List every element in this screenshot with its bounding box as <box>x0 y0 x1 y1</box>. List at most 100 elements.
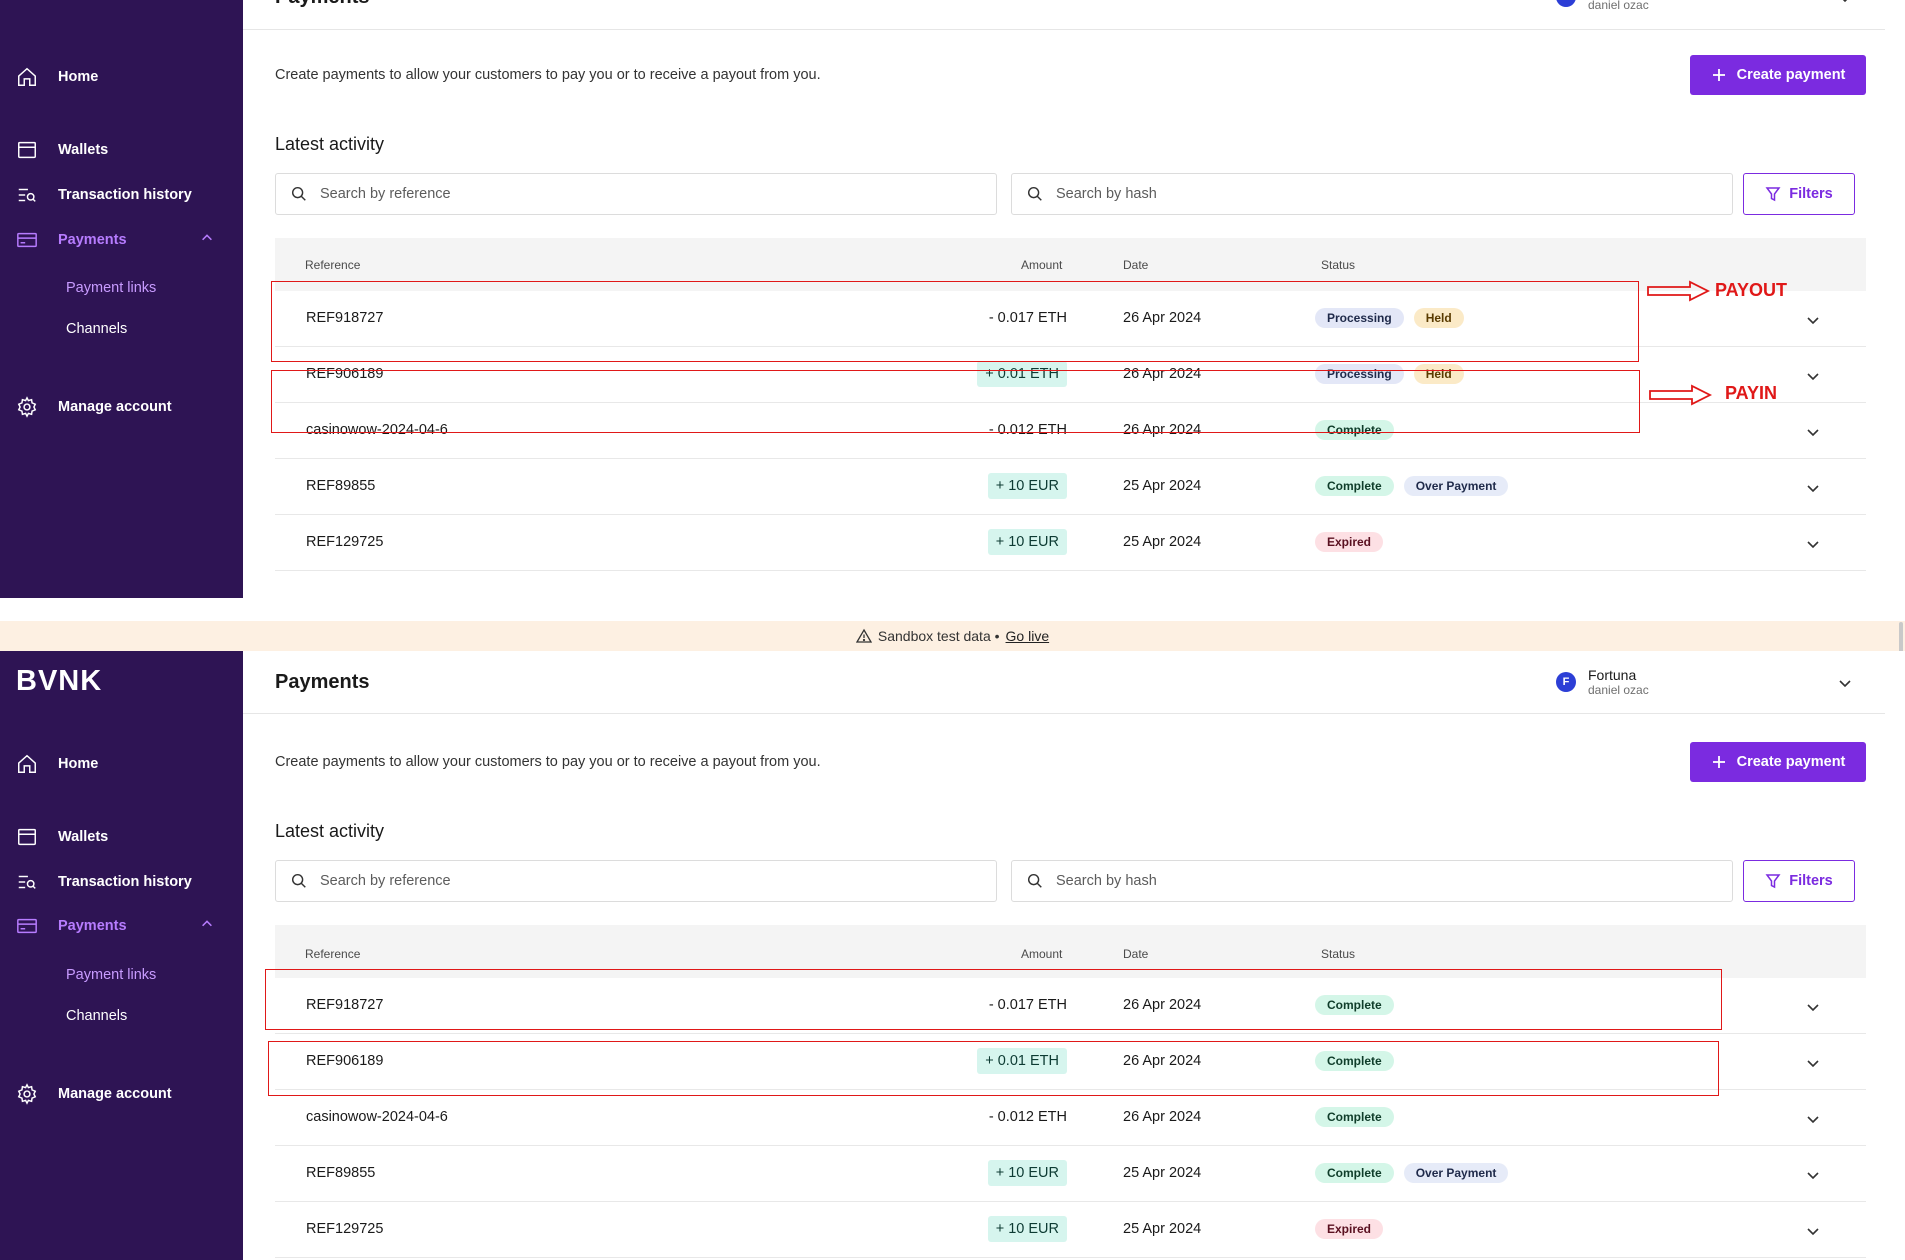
row-statuses: Complete <box>1315 420 1394 440</box>
chevron-down-icon[interactable] <box>1805 1055 1821 1071</box>
sidebar-subitem-channels[interactable]: Channels <box>66 321 128 337</box>
search-reference-placeholder: Search by reference <box>320 873 451 889</box>
go-live-link[interactable]: Go live <box>1005 628 1050 644</box>
table-row[interactable]: REF918727 - 0.017 ETH 26 Apr 2024 Processin… <box>275 291 1866 347</box>
chevron-down-icon[interactable] <box>1805 999 1821 1015</box>
table-row[interactable]: casinowow-2024-04-6 - 0.012 ETH 26 Apr 202… <box>275 403 1866 459</box>
sidebar-item-label: Wallets <box>58 829 109 845</box>
row-reference: REF918727 <box>306 310 384 326</box>
chevron-down-icon[interactable] <box>1805 536 1821 552</box>
sidebar-item-label: Manage account <box>58 1086 172 1102</box>
row-date: 25 Apr 2024 <box>1123 1165 1202 1181</box>
warning-icon <box>855 628 872 643</box>
table-row[interactable]: REF906189 + 0.01 ETH 26 Apr 2024 Complete <box>275 1034 1866 1090</box>
gear-icon <box>17 1083 37 1105</box>
row-reference: REF89855 <box>306 1165 376 1181</box>
sidebar-item-home[interactable]: Home <box>16 66 98 88</box>
chevron-down-icon[interactable] <box>1805 1167 1821 1183</box>
annotation-box-payin-complete <box>268 1041 1719 1096</box>
table-row[interactable]: REF89855 + 10 EUR 25 Apr 2024 Complete Over … <box>275 1146 1866 1202</box>
search-hash-placeholder: Search by hash <box>1056 873 1157 889</box>
transaction-history-icon <box>18 188 36 202</box>
column-reference: Reference <box>305 258 361 272</box>
annotation-arrow-payin <box>1649 384 1712 406</box>
avatar: F <box>1556 672 1576 692</box>
table-row[interactable]: REF129725 + 10 EUR 25 Apr 2024 Expired <box>275 1202 1866 1258</box>
account-switcher[interactable]: F Fortuna daniel ozac <box>1556 0 1649 12</box>
table-row[interactable]: REF129725 + 10 EUR 25 Apr 2024 Expired <box>275 515 1866 571</box>
search-hash-placeholder: Search by hash <box>1056 186 1157 202</box>
sidebar-item-transaction-history[interactable]: Transaction history <box>16 871 192 893</box>
payments-panel-bottom: BVNK Home Wallets Transaction history Pa… <box>0 651 1905 1260</box>
sidebar-subitem-channels[interactable]: Channels <box>66 1008 128 1024</box>
create-payment-label: Create payment <box>1736 67 1846 83</box>
chevron-down-icon[interactable] <box>1805 312 1821 328</box>
column-amount: Amount <box>1021 258 1063 272</box>
sidebar-item-payments[interactable]: Payments <box>16 915 127 937</box>
account-switcher[interactable]: F Fortuna daniel ozac <box>1556 667 1649 697</box>
annotation-box-payout <box>271 281 1639 362</box>
gear-icon <box>17 396 37 418</box>
search-hash-input[interactable]: Search by hash <box>1011 860 1733 902</box>
row-date: 26 Apr 2024 <box>1123 310 1202 326</box>
chevron-down-icon[interactable] <box>1805 424 1821 440</box>
search-hash-input[interactable]: Search by hash <box>1011 173 1733 215</box>
create-payment-button[interactable]: Create payment <box>1690 742 1866 782</box>
column-date: Date <box>1123 947 1149 961</box>
status-badge: Over Payment <box>1403 1163 1509 1183</box>
status-badge: Processing <box>1315 308 1404 328</box>
transaction-history-icon <box>18 875 36 889</box>
sidebar-item-transaction-history[interactable]: Transaction history <box>16 184 192 206</box>
sidebar-subitem-payment-links[interactable]: Payment links <box>66 280 157 296</box>
sidebar-item-label: Home <box>58 69 99 85</box>
latest-activity-title: Latest activity <box>275 821 385 841</box>
row-date: 25 Apr 2024 <box>1123 534 1202 550</box>
annotation-arrow-payout <box>1647 280 1710 302</box>
row-amount: + 0.01 ETH <box>977 1048 1067 1074</box>
sidebar-subitem-payment-links[interactable]: Payment links <box>66 967 157 983</box>
sidebar-item-wallets[interactable]: Wallets <box>16 139 108 161</box>
chevron-up-icon[interactable] <box>200 917 214 931</box>
search-reference-placeholder: Search by reference <box>320 186 451 202</box>
sidebar-item-wallets[interactable]: Wallets <box>16 826 108 848</box>
sidebar-item-home[interactable]: Home <box>16 753 98 775</box>
row-statuses: Complete <box>1315 1051 1394 1071</box>
sidebar-item-payments[interactable]: Payments <box>16 229 127 251</box>
sidebar-item-manage-account[interactable]: Manage account <box>16 396 172 418</box>
row-amount: - 0.017 ETH <box>988 997 1067 1013</box>
row-date: 25 Apr 2024 <box>1123 1221 1202 1237</box>
sidebar-item-label: Transaction history <box>58 874 192 890</box>
sidebar: BVNK Home Wallets Transaction history Pa… <box>0 0 243 598</box>
search-reference-input[interactable]: Search by reference <box>275 860 997 902</box>
status-badge: Expired <box>1315 1219 1384 1239</box>
status-badge: Complete <box>1315 420 1394 440</box>
create-payment-button[interactable]: Create payment <box>1690 55 1866 95</box>
chevron-down-icon[interactable] <box>1837 0 1853 6</box>
chevron-down-icon[interactable] <box>1805 1111 1821 1127</box>
status-badge: Expired <box>1315 532 1384 552</box>
create-payment-label: Create payment <box>1736 754 1846 770</box>
search-reference-input[interactable]: Search by reference <box>275 173 997 215</box>
row-amount: + 10 EUR <box>987 473 1067 499</box>
row-reference: REF129725 <box>306 534 384 550</box>
table-row[interactable]: REF89855 + 10 EUR 25 Apr 2024 Complete Over … <box>275 459 1866 515</box>
table-row[interactable]: REF918727 - 0.017 ETH 26 Apr 2024 Complete <box>275 978 1866 1034</box>
column-date: Date <box>1123 258 1149 272</box>
main-content: Payments F Fortuna daniel ozac Create pa… <box>243 651 1885 1260</box>
wallet-icon <box>18 828 36 846</box>
filters-button[interactable]: Filters <box>1743 173 1855 215</box>
page-description: Create payments to allow your customers … <box>275 754 821 770</box>
column-status: Status <box>1321 947 1356 961</box>
chevron-down-icon[interactable] <box>1837 675 1853 691</box>
table-row[interactable]: casinowow-2024-04-6 - 0.012 ETH 26 Apr 202… <box>275 1090 1866 1146</box>
chevron-down-icon[interactable] <box>1805 480 1821 496</box>
filters-button[interactable]: Filters <box>1743 860 1855 902</box>
sidebar-item-label: Manage account <box>58 399 172 415</box>
row-date: 25 Apr 2024 <box>1123 478 1202 494</box>
sidebar-item-manage-account[interactable]: Manage account <box>16 1083 172 1105</box>
row-statuses: Expired <box>1315 1219 1384 1239</box>
chevron-up-icon[interactable] <box>200 231 214 245</box>
chevron-down-icon[interactable] <box>1805 1223 1821 1239</box>
wallet-icon <box>18 141 36 159</box>
chevron-down-icon[interactable] <box>1805 368 1821 384</box>
